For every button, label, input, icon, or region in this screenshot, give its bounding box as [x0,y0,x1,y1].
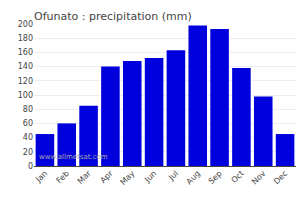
svg-text:0: 0 [28,162,33,171]
svg-text:Aug: Aug [185,169,202,186]
svg-text:Oct: Oct [230,169,246,185]
svg-text:Dec: Dec [272,169,289,186]
svg-text:160: 160 [18,48,33,57]
svg-text:Jan: Jan [33,169,49,185]
svg-text:May: May [118,169,136,187]
svg-text:80: 80 [23,105,33,114]
svg-text:www.allmetsat.com: www.allmetsat.com [39,153,108,161]
svg-text:Jul: Jul [166,169,180,183]
svg-text:40: 40 [23,133,33,142]
svg-text:140: 140 [18,62,33,71]
svg-text:120: 120 [18,77,33,86]
svg-text:Jun: Jun [142,169,158,185]
svg-text:20: 20 [23,148,33,157]
svg-text:Apr: Apr [99,168,116,185]
svg-text:Sep: Sep [207,169,224,186]
svg-text:Nov: Nov [250,169,268,187]
svg-text:200: 200 [18,20,33,29]
svg-text:Feb: Feb [55,169,71,185]
svg-text:Mar: Mar [76,168,94,186]
svg-text:Ofunato : precipitation (mm): Ofunato : precipitation (mm) [34,10,192,23]
svg-text:100: 100 [18,91,33,100]
svg-text:60: 60 [23,119,33,128]
svg-text:180: 180 [18,34,33,43]
